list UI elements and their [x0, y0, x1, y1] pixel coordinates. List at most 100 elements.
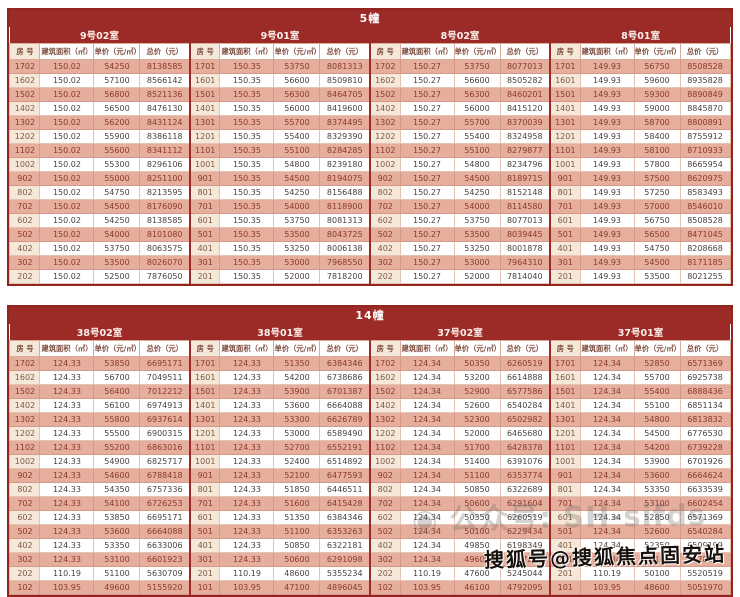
cell-total-price: 8001878: [499, 241, 551, 256]
cell-room-no: 1601: [549, 73, 581, 88]
cell-room-no: 802: [9, 185, 41, 200]
column-header: 建筑面积（㎡）: [219, 340, 275, 357]
cell-unit-price: 52600: [633, 524, 681, 539]
cell-unit-price: 51100: [453, 468, 501, 483]
cell-area: 124.34: [399, 496, 455, 511]
column-header: 总价（元）: [679, 340, 731, 357]
cell-room-no: 1001: [549, 157, 581, 172]
cell-room-no: 1202: [9, 129, 41, 144]
cell-total-price: 6825717: [139, 454, 191, 469]
cell-unit-price: 53750: [453, 213, 501, 228]
cell-room-no: 601: [188, 213, 221, 228]
cell-room-no: 1502: [369, 384, 401, 399]
cell-total-price: 8460201: [499, 87, 551, 102]
cell-area: 124.34: [399, 370, 455, 385]
cell-room-no: 302: [9, 255, 41, 270]
cell-total-price: 8370039: [499, 115, 551, 130]
column-header: 总价（元）: [139, 43, 191, 60]
cell-area: 150.27: [399, 101, 455, 116]
cell-total-price: 6322181: [319, 538, 371, 553]
table-row: 502 124.33 53600 6664088 501 124.33 51100 63532…: [9, 524, 731, 539]
column-header: 单价（元/㎡）: [93, 43, 141, 60]
cell-area: 150.35: [219, 269, 275, 284]
cell-room-no: 1502: [9, 87, 41, 102]
cell-area: 124.33: [219, 454, 275, 469]
cell-area: 150.27: [399, 227, 455, 242]
table-row: 1502 150.02 56800 8521136 1501 150.35 56300 846…: [9, 87, 731, 102]
section-header: 9号02室: [9, 27, 190, 44]
cell-total-price: 7968550: [319, 255, 371, 270]
cell-unit-price: 53900: [273, 384, 321, 399]
cell-area: 150.27: [399, 115, 455, 130]
cell-total-price: 8063575: [139, 241, 191, 256]
cell-area: 150.02: [39, 143, 95, 158]
cell-unit-price: 54800: [453, 157, 501, 172]
cell-unit-price: 50350: [453, 356, 501, 371]
cell-total-price: 7012212: [139, 384, 191, 399]
column-header: 建筑面积（㎡）: [399, 340, 455, 357]
cell-total-price: 6664088: [139, 524, 191, 539]
cell-area: 150.35: [219, 87, 275, 102]
cell-total-price: 8171185: [679, 255, 731, 270]
cell-room-no: 1002: [369, 454, 401, 469]
cell-area: 150.35: [219, 115, 275, 130]
cell-total-price: 6167264: [499, 552, 551, 567]
cell-area: 150.02: [39, 213, 95, 228]
cell-room-no: 1602: [369, 73, 401, 88]
cell-total-price: 6415428: [319, 496, 371, 511]
cell-room-no: 501: [549, 524, 581, 539]
cell-room-no: 1102: [369, 143, 401, 158]
cell-area: 103.95: [579, 580, 635, 595]
table-row: 1002 150.02 55300 8296106 1001 150.35 54800 823…: [9, 157, 731, 172]
cell-unit-price: 51600: [273, 496, 321, 511]
cell-area: 150.27: [399, 157, 455, 172]
cell-room-no: 701: [549, 496, 581, 511]
column-header: 单价（元/㎡）: [273, 340, 321, 357]
cell-area: 149.93: [579, 269, 635, 284]
cell-area: 124.33: [39, 398, 95, 413]
cell-room-no: 502: [9, 227, 41, 242]
cell-total-price: 7964310: [499, 255, 551, 270]
cell-area: 149.93: [579, 185, 635, 200]
cell-unit-price: 53850: [93, 510, 141, 525]
cell-unit-price: 51700: [453, 440, 501, 455]
cell-room-no: 902: [9, 468, 41, 483]
table-row: 1502 124.33 56400 7012212 1501 124.33 53900 670…: [9, 384, 731, 399]
section-header: 37号01室: [549, 324, 731, 341]
table-row: 802 124.33 54350 6757336 801 124.33 51850 64465…: [9, 482, 731, 497]
cell-total-price: 6477593: [319, 468, 371, 483]
table-row: 1102 124.33 55200 6863016 1101 124.33 52700 655…: [9, 440, 731, 455]
cell-unit-price: 53600: [93, 524, 141, 539]
cell-unit-price: 58700: [633, 115, 681, 130]
cell-room-no: 602: [9, 510, 41, 525]
cell-unit-price: 59300: [633, 87, 681, 102]
cell-unit-price: 51100: [93, 566, 141, 581]
cell-total-price: 6353263: [319, 524, 371, 539]
cell-total-price: 6695171: [139, 510, 191, 525]
cell-unit-price: 54750: [633, 241, 681, 256]
cell-room-no: 901: [549, 171, 581, 186]
cell-area: 124.33: [39, 538, 95, 553]
cell-total-price: 8415120: [499, 101, 551, 116]
cell-unit-price: 58400: [633, 129, 681, 144]
cell-total-price: 6353774: [499, 468, 551, 483]
cell-unit-price: 54800: [633, 412, 681, 427]
section-header: 38号01室: [188, 324, 370, 341]
cell-total-price: 8189715: [499, 171, 551, 186]
cell-total-price: 6291098: [319, 552, 371, 567]
cell-total-price: 6465680: [499, 426, 551, 441]
cell-room-no: 1402: [9, 398, 41, 413]
column-header: 房 号: [9, 340, 41, 357]
table-row: 302 150.02 53500 8026070 301 150.35 53000 79685…: [9, 255, 731, 270]
cell-total-price: 6633539: [679, 482, 731, 497]
cell-area: 124.34: [399, 440, 455, 455]
cell-area: 150.02: [39, 87, 95, 102]
cell-total-price: 6974913: [139, 398, 191, 413]
cell-room-no: 601: [188, 510, 221, 525]
cell-unit-price: 54500: [633, 426, 681, 441]
cell-room-no: 1201: [549, 129, 581, 144]
cell-area: 124.33: [219, 384, 275, 399]
cell-total-price: 6863016: [139, 440, 191, 455]
table-row: 1602 124.33 56700 7049511 1601 124.33 54200 673…: [9, 370, 731, 385]
cell-unit-price: 55400: [273, 129, 321, 144]
